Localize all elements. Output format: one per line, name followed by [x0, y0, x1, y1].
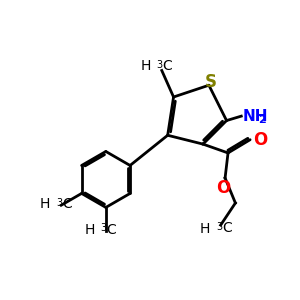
Text: C: C [62, 197, 71, 211]
Text: C: C [222, 221, 232, 235]
Text: C: C [162, 59, 172, 73]
Text: H: H [140, 59, 151, 73]
Text: O: O [253, 131, 267, 149]
Text: 2: 2 [258, 115, 266, 125]
Text: H: H [40, 197, 50, 211]
Text: 3: 3 [216, 222, 222, 233]
Text: H: H [84, 223, 94, 236]
Text: 3: 3 [56, 198, 62, 208]
Text: NH: NH [243, 109, 268, 124]
Text: H: H [200, 223, 210, 236]
Text: O: O [217, 179, 231, 197]
Text: 3: 3 [100, 223, 107, 233]
Text: 3: 3 [157, 60, 163, 70]
Text: C: C [106, 223, 116, 236]
Text: S: S [204, 73, 216, 91]
